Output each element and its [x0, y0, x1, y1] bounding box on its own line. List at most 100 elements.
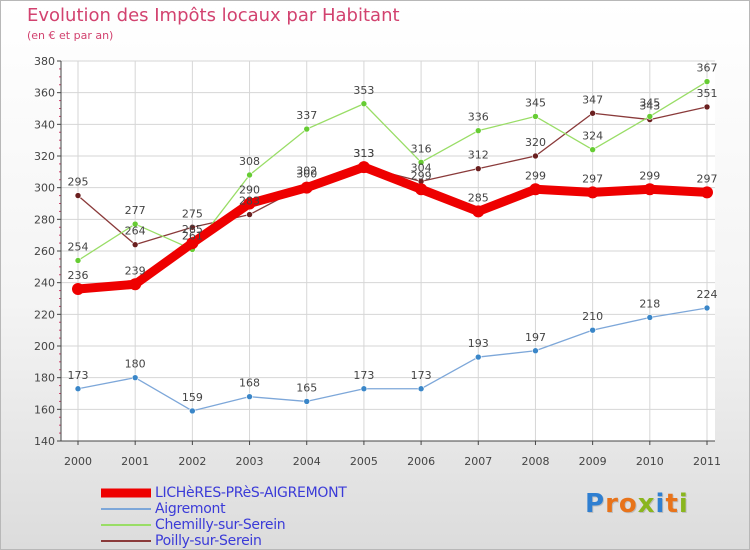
data-point-chemilly-sur-serein — [646, 113, 654, 120]
data-point-poilly-sur-serein — [474, 165, 482, 172]
data-point-aigremont — [360, 385, 368, 393]
data-label-aigremont: 218 — [639, 298, 660, 311]
data-label-aigremont: 173 — [353, 369, 374, 382]
data-point-lich-res-pr-s-aigremont — [643, 183, 656, 196]
x-tick-label: 2006 — [407, 455, 435, 468]
proxiti-logo: Proxiti — [585, 489, 689, 519]
chart-subtitle: (en € et par an) — [27, 29, 114, 42]
legend-swatch — [101, 540, 151, 542]
data-point-aigremont — [246, 393, 253, 400]
data-label-poilly-sur-serein: 313 — [353, 147, 374, 160]
legend-label: Aigremont — [155, 501, 226, 517]
data-point-chemilly-sur-serein — [246, 171, 253, 179]
data-point-poilly-sur-serein — [589, 109, 596, 117]
legend: LICHèRES-PRèS-AIGREMONT Aigremont Chemilly… — [101, 485, 347, 549]
data-label-poilly-sur-serein: 302 — [296, 165, 317, 178]
data-label-chemilly-sur-serein: 316 — [411, 142, 432, 155]
x-tick-label: 2009 — [579, 455, 607, 468]
x-tick-label: 2004 — [293, 455, 321, 468]
x-tick-label: 2005 — [350, 455, 378, 468]
data-label-poilly-sur-serein: 347 — [582, 93, 603, 106]
data-point-poilly-sur-serein — [703, 103, 711, 111]
series-line-lich-res-pr-s-aigremont — [73, 162, 712, 294]
y-tick-label: 340 — [34, 118, 55, 131]
data-label-poilly-sur-serein: 295 — [68, 176, 89, 189]
series-line-aigremont — [77, 307, 708, 412]
data-point-chemilly-sur-serein — [589, 146, 596, 153]
data-label-chemilly-sur-serein: 353 — [353, 84, 374, 97]
data-point-lich-res-pr-s-aigremont — [243, 197, 256, 210]
data-point-poilly-sur-serein — [246, 211, 253, 218]
y-tick-label: 160 — [34, 403, 55, 416]
logo-letter: r — [605, 489, 619, 519]
x-tick-label: 2011 — [693, 455, 721, 468]
data-label-chemilly-sur-serein: 324 — [582, 130, 603, 143]
x-tick-label: 2003 — [236, 455, 264, 468]
logo-letter: o — [618, 489, 638, 519]
data-label-lich-res-pr-s-aigremont: 300 — [296, 168, 317, 181]
data-label-lich-res-pr-s-aigremont: 290 — [239, 184, 260, 197]
data-label-lich-res-pr-s-aigremont: 299 — [411, 169, 432, 182]
data-label-chemilly-sur-serein: 261 — [182, 229, 203, 242]
data-label-poilly-sur-serein: 275 — [182, 207, 203, 220]
data-point-aigremont — [646, 314, 654, 321]
data-point-lich-res-pr-s-aigremont — [357, 161, 370, 174]
data-point-chemilly-sur-serein — [303, 125, 311, 133]
data-label-chemilly-sur-serein: 345 — [525, 96, 546, 109]
y-tick-label: 380 — [34, 55, 55, 68]
y-tick-label: 240 — [34, 277, 55, 290]
y-tick-label: 280 — [34, 213, 55, 226]
data-point-lich-res-pr-s-aigremont — [415, 183, 428, 196]
logo-letter: i — [678, 489, 689, 519]
y-tick-label: 260 — [34, 245, 55, 258]
data-label-lich-res-pr-s-aigremont: 297 — [582, 172, 603, 185]
data-label-chemilly-sur-serein: 308 — [239, 155, 260, 168]
data-label-poilly-sur-serein: 351 — [697, 87, 718, 100]
data-label-chemilly-sur-serein: 336 — [468, 111, 489, 124]
data-label-aigremont: 210 — [582, 310, 603, 323]
data-point-poilly-sur-serein — [532, 152, 539, 160]
data-point-chemilly-sur-serein — [532, 113, 539, 120]
legend-label: LICHèRES-PRèS-AIGREMONT — [155, 485, 347, 501]
data-label-aigremont: 159 — [182, 391, 203, 404]
data-label-aigremont: 197 — [525, 331, 546, 344]
data-label-lich-res-pr-s-aigremont: 297 — [697, 172, 718, 185]
data-label-aigremont: 173 — [411, 369, 432, 382]
y-tick-label: 320 — [34, 150, 55, 163]
legend-label: Chemilly-sur-Serein — [155, 517, 286, 533]
data-point-poilly-sur-serein — [74, 192, 82, 199]
logo-letter: x — [637, 489, 656, 519]
data-label-aigremont: 165 — [296, 381, 317, 394]
x-tick-label: 2000 — [64, 455, 92, 468]
data-label-poilly-sur-serein: 343 — [639, 100, 660, 113]
data-point-lich-res-pr-s-aigremont — [586, 186, 599, 199]
x-tick-label: 2007 — [464, 455, 492, 468]
legend-entry: LICHèRES-PRèS-AIGREMONT — [101, 485, 347, 501]
data-point-aigremont — [474, 353, 482, 361]
data-point-lich-res-pr-s-aigremont — [529, 183, 542, 196]
data-label-lich-res-pr-s-aigremont: 285 — [468, 191, 489, 204]
chart-title: Evolution des Impôts locaux par Habitant — [27, 5, 400, 26]
data-label-chemilly-sur-serein: 277 — [125, 204, 146, 217]
data-label-poilly-sur-serein: 312 — [468, 149, 489, 162]
data-point-chemilly-sur-serein — [360, 100, 368, 108]
data-point-aigremont — [303, 398, 311, 405]
data-label-lich-res-pr-s-aigremont: 239 — [125, 264, 146, 277]
logo-letter: t — [665, 489, 679, 519]
data-point-aigremont — [189, 407, 196, 415]
data-label-aigremont: 168 — [239, 377, 260, 390]
y-tick-label: 180 — [34, 372, 55, 385]
data-label-lich-res-pr-s-aigremont: 313 — [353, 147, 374, 160]
data-point-lich-res-pr-s-aigremont — [701, 186, 713, 199]
legend-entry: Chemilly-sur-Serein — [101, 517, 347, 533]
data-point-lich-res-pr-s-aigremont — [72, 283, 84, 295]
data-point-chemilly-sur-serein — [703, 78, 711, 85]
data-point-aigremont — [532, 347, 539, 355]
data-point-chemilly-sur-serein — [417, 159, 425, 166]
data-point-aigremont — [131, 374, 139, 381]
data-point-chemilly-sur-serein — [474, 127, 482, 134]
x-tick-label: 2008 — [521, 455, 549, 468]
data-point-chemilly-sur-serein — [74, 257, 82, 264]
x-tick-label: 2010 — [636, 455, 664, 468]
